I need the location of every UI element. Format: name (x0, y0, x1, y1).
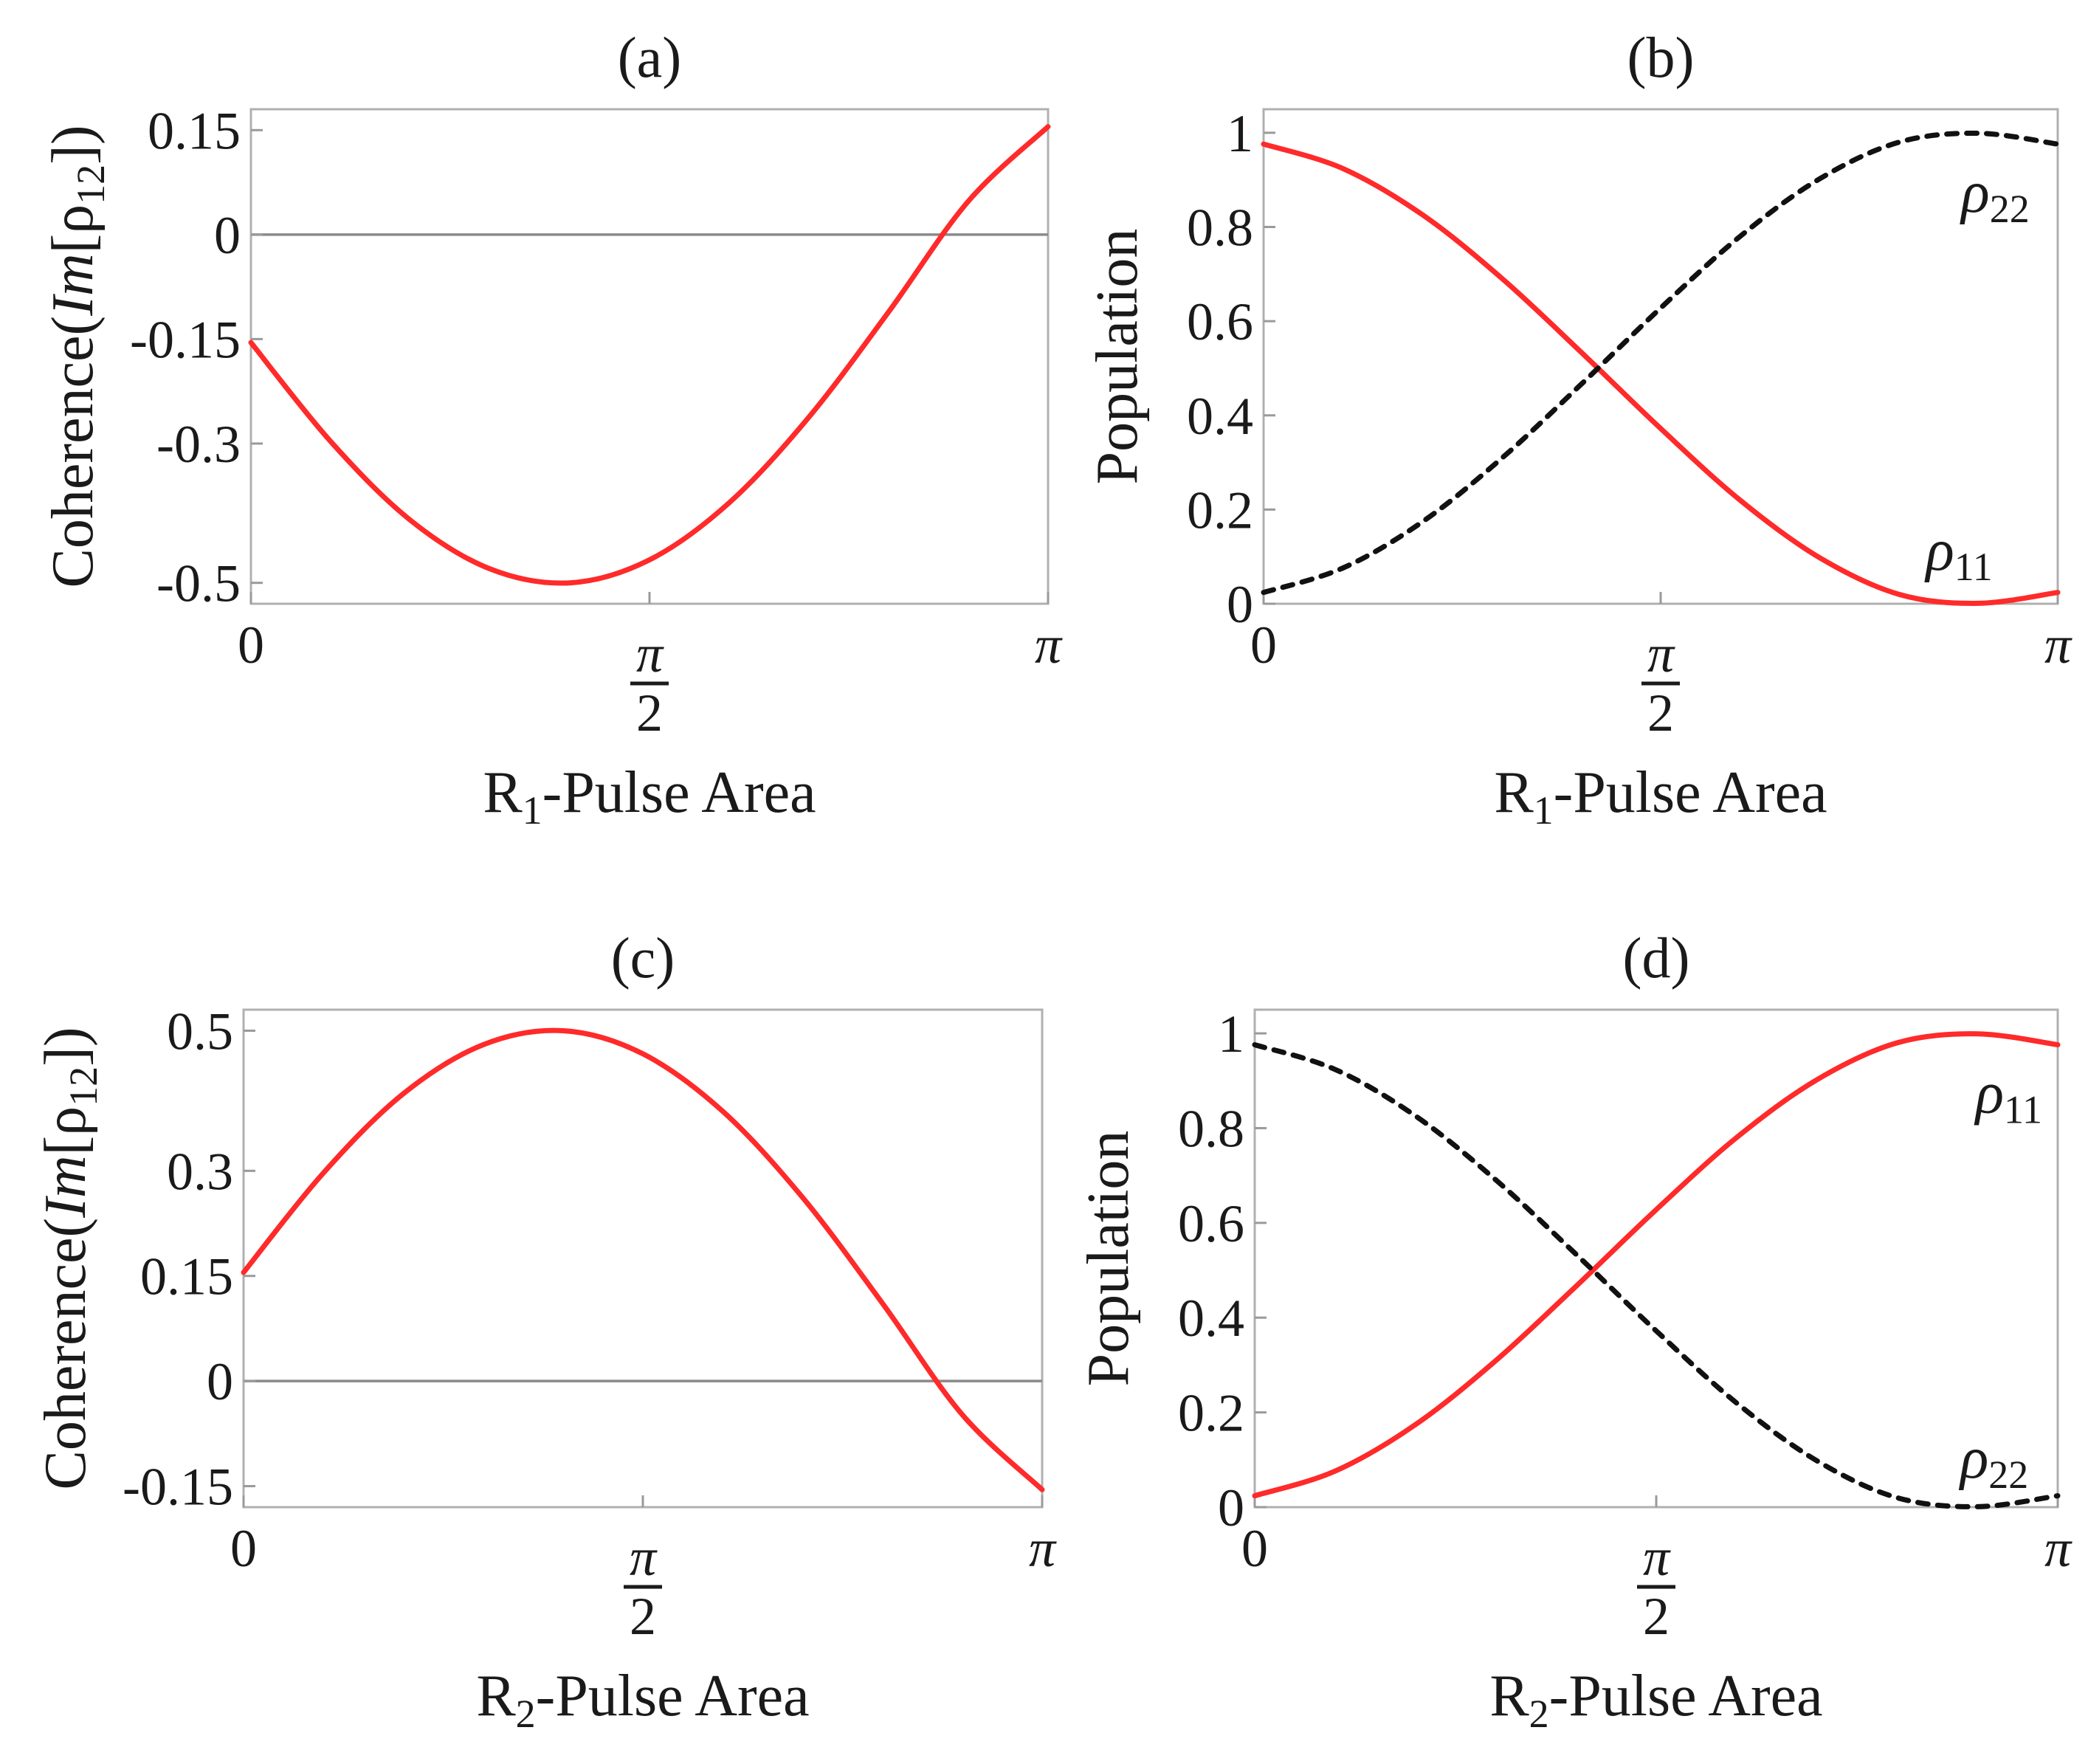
y-tick-label: 0 (207, 1352, 233, 1411)
y-axis-label: Coherence(Im[ρ12]) (41, 125, 113, 588)
series-line-solid (1252, 1031, 2061, 1499)
y-tick-label: 0.4 (1178, 1289, 1244, 1348)
y-tick-label: -0.15 (123, 1458, 233, 1517)
x-tick-label: π (1035, 616, 1063, 675)
x-tick-label: π (2044, 616, 2073, 675)
y-tick-label: 0.6 (1178, 1194, 1244, 1253)
series-line-dashed (1252, 1042, 2061, 1509)
y-tick-label: 1 (1218, 1005, 1244, 1064)
series-line-solid (248, 124, 1051, 586)
y-axis-label: Coherence(Im[ρ12]) (33, 1027, 106, 1490)
y-tick-label: 0.5 (167, 1002, 233, 1061)
plot-frame (242, 1008, 1044, 1509)
x-tick-label: 0 (1241, 1519, 1268, 1578)
y-tick-label: 0.15 (148, 101, 241, 160)
x-tick-label: 0 (1250, 616, 1277, 675)
y-tick-label: 0 (1218, 1478, 1244, 1537)
y-tick-label: 0.2 (1187, 480, 1253, 540)
x-axis-label: R2-Pulse Area (476, 1664, 809, 1736)
x-axis-label: R1-Pulse Area (1494, 760, 1827, 833)
y-tick-label: 0.8 (1187, 199, 1253, 258)
series-line-dashed (1261, 130, 2061, 596)
panel-title: (a) (618, 25, 682, 89)
x-tick-label-numerator: π (636, 624, 664, 683)
series-annotation: ρ11 (1923, 518, 1992, 589)
series-annotation: ρ22 (1958, 1426, 2028, 1497)
x-tick-label-denominator: 2 (630, 1587, 656, 1646)
panel-title: (b) (1627, 25, 1695, 89)
x-tick-label: π (1029, 1519, 1057, 1578)
y-tick-label: 0.15 (140, 1247, 233, 1306)
y-tick-label: 1 (1227, 104, 1253, 163)
y-tick-label: 0 (214, 206, 241, 265)
series-annotation: ρ11 (1974, 1061, 2042, 1132)
x-tick-label: 0 (238, 616, 264, 675)
y-tick-label: 0.2 (1178, 1384, 1244, 1443)
y-tick-label: -0.15 (130, 310, 241, 369)
series-line-solid (241, 1027, 1045, 1492)
x-tick-label-denominator: 2 (636, 683, 663, 743)
plot-frame (1253, 1008, 2059, 1509)
y-axis-label: Population (1076, 1131, 1141, 1387)
y-tick-label: 0.3 (167, 1142, 233, 1201)
y-tick-label: 0.8 (1178, 1099, 1244, 1158)
x-axis-label: R2-Pulse Area (1489, 1664, 1822, 1736)
series-annotation: ρ22 (1959, 160, 2029, 231)
x-tick-label-numerator: π (630, 1528, 658, 1587)
y-tick-label: -0.3 (156, 415, 241, 474)
panel-title: (d) (1623, 926, 1690, 990)
x-axis-label: R1-Pulse Area (483, 760, 816, 833)
y-tick-label: 0.4 (1187, 387, 1253, 446)
x-tick-label: π (2044, 1519, 2073, 1578)
x-tick-label-denominator: 2 (1643, 1587, 1670, 1646)
x-tick-label-numerator: π (1647, 624, 1675, 683)
panel-title: (c) (611, 926, 675, 990)
x-tick-label-denominator: 2 (1647, 683, 1674, 743)
plot-frame (249, 108, 1050, 605)
y-tick-label: 0.6 (1187, 292, 1253, 351)
y-tick-label: 0 (1227, 575, 1253, 634)
series-line-solid (1261, 141, 2061, 606)
y-axis-label: Population (1085, 229, 1150, 485)
x-tick-label: 0 (230, 1519, 257, 1578)
x-tick-label-numerator: π (1643, 1528, 1671, 1587)
y-tick-label: -0.5 (156, 554, 241, 613)
